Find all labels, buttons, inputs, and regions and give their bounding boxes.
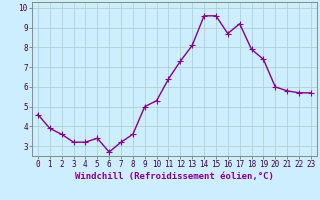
X-axis label: Windchill (Refroidissement éolien,°C): Windchill (Refroidissement éolien,°C) <box>75 172 274 181</box>
